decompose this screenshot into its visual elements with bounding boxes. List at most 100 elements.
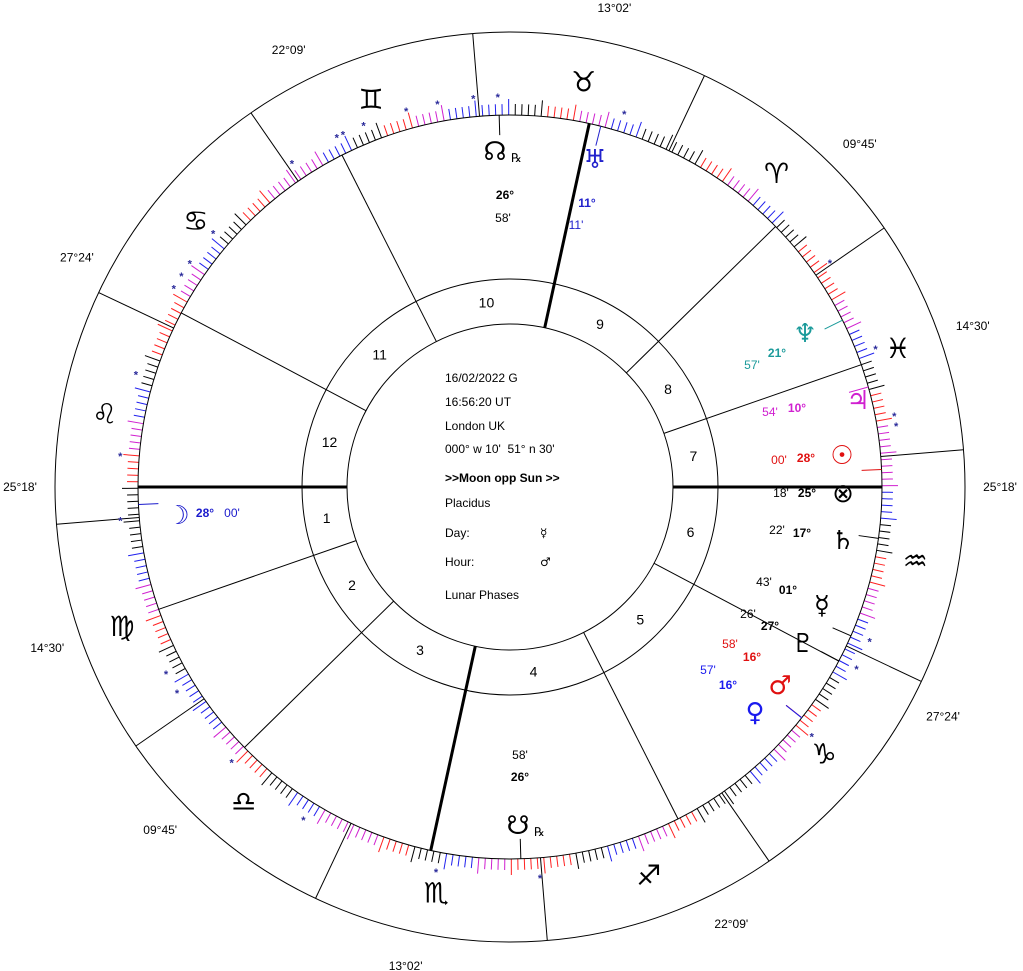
degree-tick <box>373 834 379 846</box>
degree-tick <box>623 122 628 133</box>
degree-tick <box>192 701 207 712</box>
degree-tick <box>841 654 853 661</box>
fixed-star-icon: * <box>471 94 476 106</box>
mercury-minutes: 43' <box>756 575 772 589</box>
degree-tick <box>778 744 787 753</box>
degree-tick <box>881 511 893 513</box>
sign-boundary <box>721 792 770 862</box>
degree-tick <box>130 434 142 438</box>
degree-tick <box>867 379 878 384</box>
degree-tick <box>184 284 195 292</box>
degree-tick <box>437 852 441 864</box>
degree-tick <box>547 105 550 117</box>
degree-tick <box>147 363 159 368</box>
degree-tick <box>700 157 707 168</box>
planet-saturn[interactable]: ♄ 17° 22' <box>769 523 879 556</box>
planet-venus[interactable]: ♀ 16°57' <box>700 663 803 728</box>
moon-minutes: 00' <box>224 506 240 520</box>
degree-tick <box>874 562 886 566</box>
degree-tick <box>152 621 164 626</box>
degree-tick <box>340 143 347 154</box>
planet-neptune[interactable]: ♆ 21° 57' <box>744 319 843 372</box>
planet-jupiter[interactable]: ♃ 10° 54' <box>762 386 869 419</box>
degree-tick <box>259 768 268 778</box>
degree-tick <box>470 857 473 869</box>
degree-tick <box>207 251 217 260</box>
planet-connector <box>498 115 501 136</box>
degree-tick <box>141 382 153 387</box>
sagittarius-icon: ♐︎ <box>636 859 661 892</box>
planet-mercury[interactable]: ☿ 01° 43' <box>756 575 852 637</box>
degree-tick <box>137 395 149 399</box>
house-number-12: 12 <box>322 434 338 450</box>
house-number-3: 3 <box>416 642 424 658</box>
fixed-star-icon: * <box>894 421 899 433</box>
degree-tick <box>665 134 674 150</box>
degree-tick <box>625 840 631 851</box>
house-number-5: 5 <box>636 612 644 628</box>
planet-pluto[interactable]: ♇ 27° 26' <box>740 607 840 662</box>
degree-tick <box>396 120 401 132</box>
degree-tick <box>673 820 680 831</box>
degree-tick <box>846 321 862 330</box>
jupiter-icon: ♃ <box>846 386 869 416</box>
degree-tick <box>631 838 637 849</box>
planet-moon[interactable]: ☽ 28° 00' <box>138 501 240 531</box>
degree-tick <box>707 801 715 812</box>
degree-tick <box>859 612 876 619</box>
planet-connector <box>824 319 843 330</box>
degree-tick <box>342 821 349 833</box>
degree-tick <box>175 668 186 675</box>
lunar-phases-link[interactable]: Lunar Phases <box>445 588 519 602</box>
degree-tick <box>817 271 828 279</box>
capricorn-icon: ♑︎ <box>812 737 837 770</box>
north-node-minutes: 58' <box>495 211 511 225</box>
degree-tick <box>461 106 464 118</box>
degree-tick <box>127 420 144 425</box>
center-info: 16/02/2022 G 16:56:20 UT London UK 000° … <box>445 371 560 602</box>
degree-tick <box>876 549 893 554</box>
house-cusp-line-12 <box>181 312 367 412</box>
degree-tick <box>811 704 821 712</box>
degree-tick <box>579 110 583 122</box>
degree-tick <box>677 144 684 156</box>
degree-tick <box>174 302 185 309</box>
planet-south-node[interactable]: ☋ ℞ 26° 58' <box>506 748 545 859</box>
fixed-star-icon: * <box>868 636 873 648</box>
fixed-star-icon: * <box>172 283 177 295</box>
planet-uranus[interactable]: ♅ 11° 11' <box>569 126 607 232</box>
degree-tick <box>556 856 559 868</box>
degree-tick <box>818 693 829 701</box>
degree-tick <box>562 855 566 867</box>
sign-boundary <box>880 449 964 458</box>
cusp-label-11: 22°09' <box>272 43 306 57</box>
sun-minutes: 00' <box>771 453 787 467</box>
degree-tick <box>134 408 146 412</box>
planet-sun[interactable]: ☉ 28° 00' <box>771 441 882 471</box>
hour-label: Hour: <box>445 555 474 569</box>
degree-tick <box>173 293 188 303</box>
degree-tick <box>782 739 792 748</box>
degree-tick <box>314 151 324 166</box>
house-cusp-line-6 <box>653 562 839 662</box>
planet-part-of-fortune[interactable]: ⊗ 25° 18' <box>773 479 882 509</box>
degree-tick <box>644 833 649 845</box>
degree-tick <box>727 176 735 186</box>
degree-tick <box>133 414 145 418</box>
degree-tick <box>172 662 183 669</box>
degree-tick <box>879 530 891 533</box>
degree-tick <box>873 405 885 409</box>
planet-mars[interactable]: ♂ 16° 58' <box>722 637 803 719</box>
degree-tick <box>159 331 170 338</box>
degree-tick <box>259 190 271 204</box>
aspect-link[interactable]: >>Moon opp Sun >> <box>445 471 560 485</box>
degree-tick <box>771 211 784 224</box>
planet-north-node[interactable]: ☊ ℞ 26° 58' <box>483 115 522 225</box>
zodiac-signs: ♈︎ ♉︎ ♊︎ ♋︎ ♌︎ ♍︎ ♎︎ ♏︎ ♐︎ ♑︎ ♒︎ ♓︎ <box>92 66 928 910</box>
degree-tick <box>187 279 198 286</box>
degree-tick <box>713 798 721 808</box>
degree-tick <box>192 695 203 703</box>
venus-icon: ♀ <box>745 698 764 728</box>
degree-tick <box>629 124 634 136</box>
degree-tick <box>424 849 429 861</box>
